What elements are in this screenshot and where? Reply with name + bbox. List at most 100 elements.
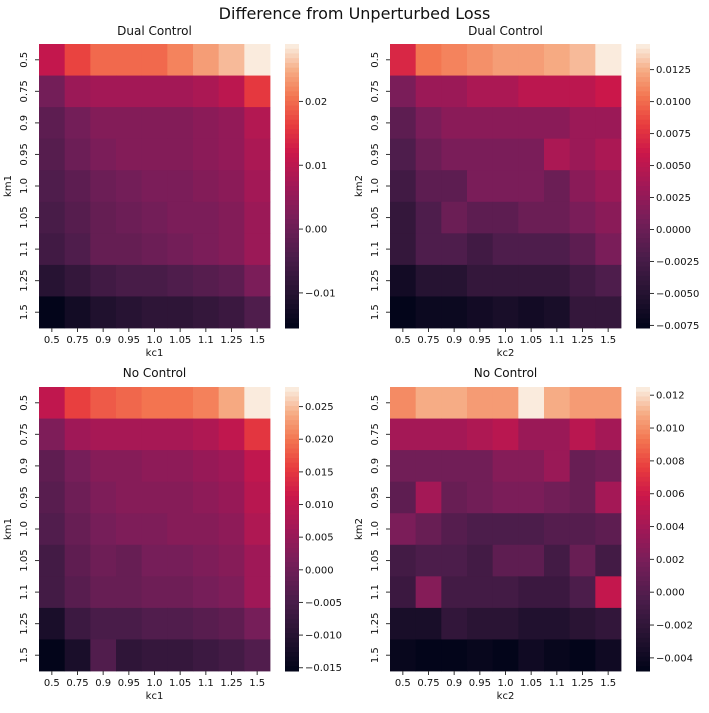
colorbar-tick-label: −0.01 — [305, 288, 336, 299]
colorbar-segment — [636, 647, 650, 653]
heatmap-cell — [492, 576, 519, 609]
y-tick-label: 1.5 — [370, 304, 381, 320]
y-tick-label: 1.5 — [370, 647, 381, 663]
colorbar-segment — [636, 628, 650, 634]
y-tick-label: 0.9 — [19, 458, 30, 474]
y-tick-label: 0.5 — [370, 52, 381, 68]
colorbar-segment — [636, 439, 650, 445]
colorbar-segment — [285, 318, 299, 324]
heatmap-cell — [595, 513, 622, 546]
heatmap-cell — [492, 201, 519, 234]
heatmap-cell — [244, 264, 271, 297]
heatmap-cell — [64, 450, 91, 483]
heatmap-cell — [415, 513, 442, 546]
x-tick-label: 1.0 — [147, 335, 163, 346]
heatmap-cell — [167, 513, 194, 546]
heatmap-cell — [64, 75, 91, 108]
heatmap-cell — [167, 607, 194, 640]
colorbar-segment — [636, 666, 650, 672]
x-tick-label: 0.75 — [66, 335, 88, 346]
heatmap-cell — [441, 75, 468, 108]
heatmap-cell — [569, 450, 596, 483]
colorbar-segment — [636, 481, 650, 487]
heatmap-cell — [467, 233, 494, 266]
heatmap-cell — [441, 170, 468, 203]
colorbar-segment — [636, 290, 650, 296]
heatmap-cell — [518, 233, 545, 266]
heatmap-cell — [193, 75, 220, 108]
heatmap-cell — [141, 107, 168, 140]
colorbar-segment — [285, 448, 299, 454]
heatmap-cell — [569, 264, 596, 297]
colorbar-segment — [636, 590, 650, 596]
x-tick-label: 1.25 — [220, 335, 242, 346]
colorbar-segment — [636, 453, 650, 459]
heatmap-cell — [569, 576, 596, 609]
heatmap-cell — [39, 387, 66, 419]
heatmap-cell — [90, 107, 117, 140]
heatmap-cell — [141, 418, 168, 451]
heatmap-cell — [90, 170, 117, 203]
colorbar-segment — [285, 290, 299, 296]
colorbar-segment — [636, 318, 650, 324]
heatmap-cell — [193, 576, 220, 609]
heatmap-cell — [116, 513, 143, 546]
x-tick-label: 0.75 — [417, 335, 439, 346]
heatmap-cell — [390, 264, 417, 297]
heatmap-cell — [569, 75, 596, 108]
y-tick-label: 1.0 — [370, 178, 381, 194]
x-tick-label: 0.5 — [395, 678, 411, 689]
colorbar-segment — [285, 252, 299, 258]
colorbar-segment — [636, 67, 650, 73]
heatmap-cell — [244, 418, 271, 451]
heatmap-cell — [218, 264, 245, 297]
heatmap-cell — [193, 201, 220, 234]
heatmap-cell — [64, 233, 91, 266]
heatmap-cell — [441, 544, 468, 577]
heatmap-cell — [441, 450, 468, 483]
heatmap-cell — [141, 607, 168, 640]
heatmap-cell — [193, 170, 220, 203]
colorbar-segment — [285, 204, 299, 211]
colorbar-segment — [285, 401, 299, 407]
colorbar-segment — [636, 238, 650, 244]
colorbar-segment — [636, 581, 650, 587]
colorbar-segment — [285, 453, 299, 459]
heatmap-cell — [518, 107, 545, 140]
heatmap-cell — [492, 607, 519, 640]
heatmap-cell — [39, 544, 66, 577]
x-tick-label: 0.5 — [44, 678, 60, 689]
y-tick-label: 0.75 — [370, 423, 381, 445]
colorbar-segment — [285, 195, 299, 201]
colorbar-tick-label: −0.004 — [656, 653, 693, 664]
colorbar-segment — [285, 533, 299, 539]
colorbar-segment — [636, 543, 650, 549]
heatmap-cell — [116, 544, 143, 577]
x-tick-label: 1.0 — [498, 678, 514, 689]
colorbar-segment — [285, 410, 299, 416]
x-tick-label: 1.1 — [198, 335, 214, 346]
y-tick-label: 0.5 — [19, 395, 30, 411]
colorbar-segment — [285, 609, 299, 615]
colorbar-segment — [636, 524, 650, 530]
heatmap-cell — [544, 576, 571, 609]
colorbar-segment — [285, 429, 299, 435]
colorbar-segment — [285, 167, 299, 173]
colorbar-segment — [285, 115, 299, 121]
colorbar-segment — [636, 44, 650, 50]
colorbar-segment — [285, 524, 299, 530]
x-tick-label: 0.9 — [446, 335, 462, 346]
heatmap-cell — [415, 607, 442, 640]
heatmap-cell — [415, 233, 442, 266]
colorbar-segment — [636, 576, 650, 582]
colorbar-segment — [285, 443, 299, 450]
colorbar-segment — [285, 467, 299, 473]
heatmap-cell — [167, 418, 194, 451]
colorbar-segment — [285, 462, 299, 468]
colorbar-segment — [285, 391, 299, 397]
colorbar-segment — [636, 519, 650, 525]
heatmap-cell — [467, 44, 494, 76]
heatmap-cell — [167, 138, 194, 171]
heatmap-cell — [544, 44, 571, 76]
